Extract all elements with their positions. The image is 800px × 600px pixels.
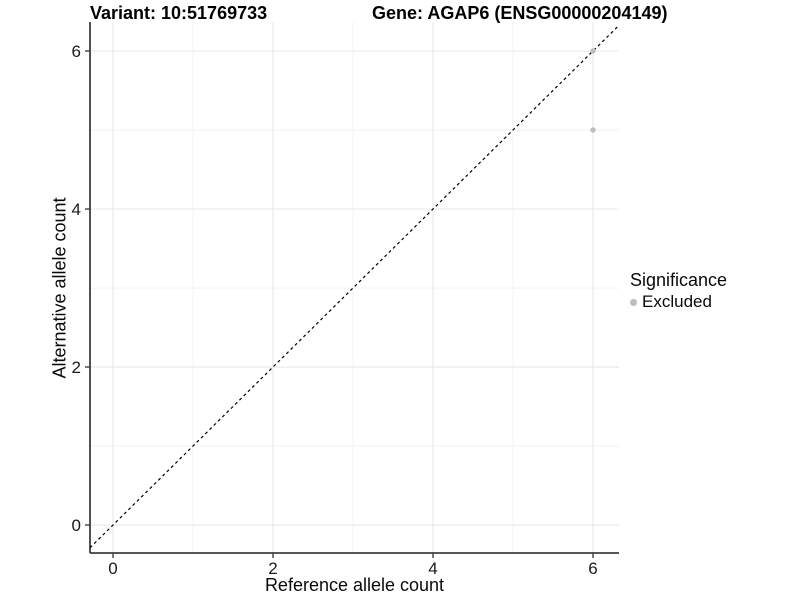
legend-title: Significance xyxy=(630,270,728,290)
x-tick-label: 4 xyxy=(428,559,437,578)
legend-item-label: Excluded xyxy=(642,292,712,311)
data-point xyxy=(590,48,596,54)
variant-title: Variant: 10:51769733 xyxy=(90,3,268,23)
y-axis-title: Alternative allele count xyxy=(49,197,70,379)
excluded-point-icon xyxy=(630,298,637,306)
x-axis-title: Reference allele count xyxy=(264,575,445,595)
gene-title: Gene: AGAP6 (ENSG00000204149) xyxy=(372,3,668,23)
identity-line xyxy=(89,24,620,549)
data-point xyxy=(590,127,596,133)
y-tick-label: 4 xyxy=(72,200,81,219)
y-tick-label: 6 xyxy=(72,42,81,61)
x-tick-label: 6 xyxy=(588,559,597,578)
x-tick-label: 0 xyxy=(108,559,117,578)
legend: Significance Excluded xyxy=(630,270,727,312)
legend-item-excluded: Excluded xyxy=(630,292,727,312)
y-tick-label: 0 xyxy=(72,516,81,535)
y-tick-label: 2 xyxy=(72,358,81,377)
x-tick-label: 2 xyxy=(268,559,277,578)
